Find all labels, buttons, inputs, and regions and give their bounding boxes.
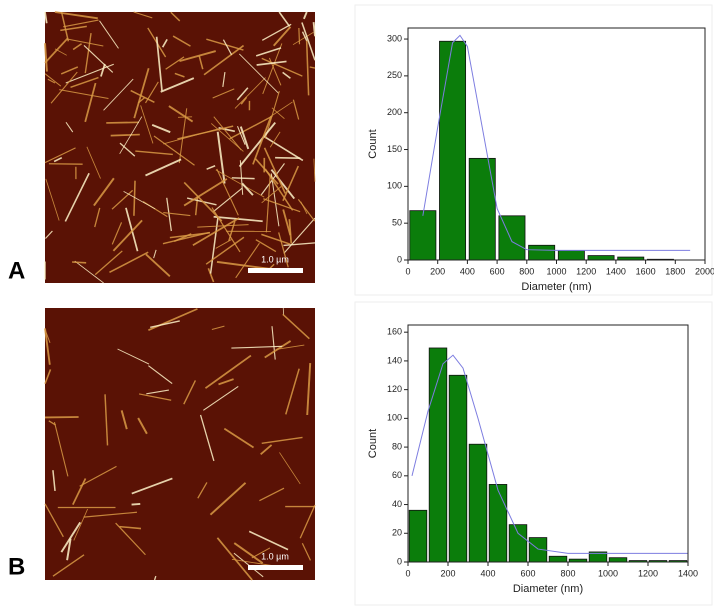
scale-bar-label: 1.0 µm [261,254,289,264]
bar [509,525,527,562]
bar [449,375,467,562]
page: body { margin: 0; background: #fff; font… [0,0,714,608]
fiber [232,178,255,179]
y-tick-label: 100 [387,181,402,191]
x-tick-label: 1800 [665,266,685,276]
y-tick-label: 100 [387,413,402,423]
y-tick-label: 250 [387,70,402,80]
fiber [132,504,141,505]
x-tick-label: 1000 [546,266,566,276]
panel-label: B [8,553,25,580]
bar [558,250,584,260]
x-tick-label: 1400 [606,266,626,276]
scale-bar-label: 1.0 µm [261,551,289,561]
scale-bar [248,565,303,570]
x-tick-label: 200 [430,266,445,276]
x-tick-label: 1200 [576,266,596,276]
page-body: {"panels": [{"label": "A", "scale_bar": … [0,0,714,608]
figure: 1.0 µmA1.0 µmB02004006008001000120014001… [0,0,714,608]
y-tick-label: 140 [387,355,402,365]
scale-bar [248,268,303,273]
x-tick-label: 600 [520,568,535,578]
x-tick-label: 400 [460,266,475,276]
bar [499,216,525,260]
y-axis-label: Count [367,429,379,458]
y-tick-label: 60 [392,470,402,480]
fiber [299,28,300,44]
bar [410,211,436,260]
y-tick-label: 300 [387,33,402,43]
x-tick-label: 800 [560,568,575,578]
fiber [72,262,86,263]
bar [409,510,427,562]
x-tick-label: 0 [405,266,410,276]
fiber [111,135,140,136]
fiber [106,122,139,123]
bar [439,41,465,260]
x-tick-label: 0 [405,568,410,578]
y-axis-label: Count [367,129,379,158]
x-axis-label: Diameter (nm) [513,583,583,595]
bar [588,256,614,260]
y-tick-label: 0 [397,556,402,566]
y-tick-label: 0 [397,254,402,264]
bar [549,556,567,562]
y-tick-label: 160 [387,327,402,337]
bar [469,444,487,562]
bar [609,558,627,562]
bar [529,245,555,260]
y-tick-label: 80 [392,441,402,451]
x-tick-label: 800 [519,266,534,276]
bar [489,484,507,562]
afm-image [45,12,315,283]
y-tick-label: 200 [387,107,402,117]
y-tick-label: 150 [387,144,402,154]
x-tick-label: 1000 [598,568,618,578]
x-tick-label: 1400 [678,568,698,578]
x-tick-label: 2000 [695,266,714,276]
y-tick-label: 40 [392,499,402,509]
x-tick-label: 400 [480,568,495,578]
y-tick-label: 20 [392,528,402,538]
y-tick-label: 120 [387,384,402,394]
bar [469,158,495,260]
panel-label: A [8,257,25,284]
x-tick-label: 1600 [636,266,656,276]
y-tick-label: 50 [392,218,402,228]
x-axis-label: Diameter (nm) [521,281,591,293]
x-tick-label: 1200 [638,568,658,578]
x-tick-label: 200 [440,568,455,578]
x-tick-label: 600 [490,266,505,276]
